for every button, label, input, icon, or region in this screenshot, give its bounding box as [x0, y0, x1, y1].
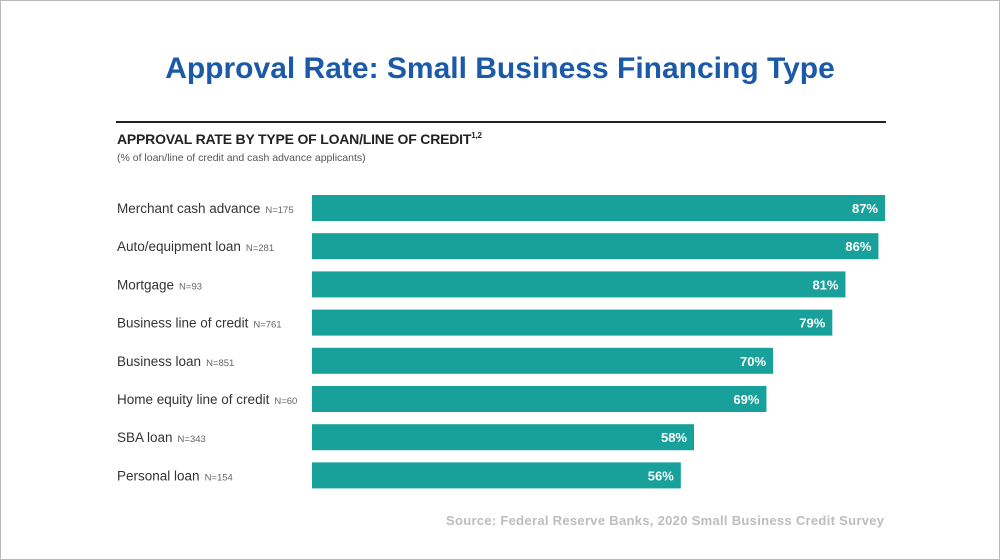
- category-label: Home equity line of credit N=60: [117, 392, 297, 407]
- bar-row: Business loan N=851 70%: [117, 347, 774, 374]
- category-label: Auto/equipment loan N=281: [117, 239, 274, 254]
- sample-size-label: N=761: [253, 320, 281, 331]
- bar: [312, 347, 774, 374]
- title-rule: [116, 121, 886, 123]
- bar: [312, 462, 681, 489]
- sample-size-label: N=93: [179, 281, 202, 292]
- category-label: Mortgage N=93: [117, 277, 202, 292]
- value-label: 56%: [648, 468, 674, 483]
- category-label: Merchant cash advance N=175: [117, 201, 294, 216]
- category-name: Personal loan: [117, 468, 200, 483]
- bar: [312, 309, 833, 336]
- sample-size-label: N=175: [265, 205, 293, 216]
- value-label: 81%: [812, 277, 838, 292]
- category-name: Auto/equipment loan: [117, 239, 241, 254]
- bar-row: Auto/equipment loan N=281 86%: [117, 233, 879, 260]
- sample-size-label: N=343: [178, 434, 206, 445]
- page-title: Approval Rate: Small Business Financing …: [165, 52, 835, 85]
- category-label: Business line of credit N=761: [117, 316, 282, 331]
- category-name: SBA loan: [117, 430, 173, 445]
- sample-size-label: N=60: [274, 396, 297, 407]
- bar: [312, 233, 879, 260]
- chart-title-text: APPROVAL RATE BY TYPE OF LOAN/LINE OF CR…: [117, 131, 472, 147]
- bar-row: Merchant cash advance N=175 87%: [117, 195, 885, 221]
- value-label: 70%: [740, 354, 766, 369]
- category-name: Business loan: [117, 354, 201, 369]
- sample-size-label: N=281: [246, 243, 274, 254]
- value-label: 79%: [799, 316, 825, 331]
- category-name: Merchant cash advance: [117, 201, 260, 216]
- value-label: 69%: [733, 392, 759, 407]
- value-label: 87%: [852, 201, 878, 216]
- source-note: Source: Federal Reserve Banks, 2020 Smal…: [446, 513, 885, 528]
- chart-title-footnote: 1,2: [471, 131, 482, 140]
- chart-title: APPROVAL RATE BY TYPE OF LOAN/LINE OF CR…: [117, 131, 482, 147]
- category-name: Mortgage: [117, 277, 174, 292]
- value-label: 58%: [661, 430, 687, 445]
- bar: [312, 195, 885, 221]
- bar-row: Business line of credit N=761 79%: [117, 309, 833, 336]
- bar-row: Home equity line of credit N=60 69%: [117, 386, 767, 412]
- bar-row: SBA loan N=343 58%: [117, 424, 694, 451]
- category-label: SBA loan N=343: [117, 430, 206, 445]
- bar: [312, 424, 694, 451]
- bar-row: Mortgage N=93 81%: [117, 271, 846, 298]
- category-label: Business loan N=851: [117, 354, 234, 369]
- sample-size-label: N=154: [205, 472, 233, 483]
- category-label: Personal loan N=154: [117, 468, 233, 483]
- bar-row: Personal loan N=154 56%: [117, 462, 681, 489]
- category-name: Home equity line of credit: [117, 392, 270, 407]
- category-name: Business line of credit: [117, 316, 249, 331]
- value-label: 86%: [845, 239, 871, 254]
- bar: [312, 271, 846, 298]
- sample-size-label: N=851: [206, 358, 234, 369]
- chart-subtitle: (% of loan/line of credit and cash advan…: [117, 152, 366, 164]
- bar: [312, 386, 767, 412]
